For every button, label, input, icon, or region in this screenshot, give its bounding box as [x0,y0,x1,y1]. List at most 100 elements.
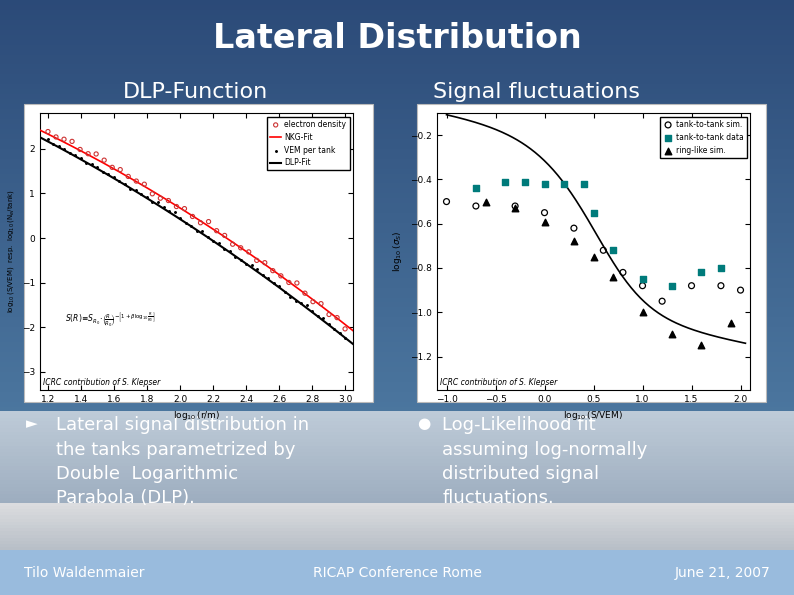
Bar [0,139,794,144]
Bar [0,521,794,525]
Bar [0,168,794,174]
ring-like sim. [724,318,737,328]
DLP-Fit [299,302,309,309]
electron density [90,149,102,159]
electron density [106,162,118,172]
VEM per tank [129,185,142,195]
Bar [0,298,794,302]
electron density [130,176,143,186]
VEM per tank [64,149,76,158]
VEM per tank [300,300,313,309]
VEM per tank [218,245,230,254]
tank-to-tank sim. [568,223,580,233]
electron density [162,196,175,205]
Text: ICRC contribution of S. Klepser: ICRC contribution of S. Klepser [43,378,160,387]
Bar [0,124,794,129]
Bar [0,534,794,538]
VEM per tank [268,278,280,287]
Bar [0,0,794,5]
tank-to-tank data [518,177,531,186]
tank-to-tank sim. [636,281,649,290]
Bar [0,550,794,595]
VEM per tank [339,333,352,343]
Bar [0,233,794,238]
Bar [0,372,794,377]
electron density [170,202,183,211]
Bar [0,421,794,425]
electron density [41,127,54,136]
Bar [0,79,794,84]
electron density [275,271,287,281]
electron density [267,266,279,275]
Text: ICRC contribution of S. Klepser: ICRC contribution of S. Klepser [440,378,557,387]
Text: DLP-Function: DLP-Function [123,82,268,102]
Bar [0,416,794,421]
Bar [0,183,794,189]
Bar [0,533,794,537]
Bar [0,481,794,486]
VEM per tank [295,298,307,308]
Bar [0,362,794,367]
Bar [0,347,794,352]
tank-to-tank data [588,208,600,217]
tank-to-tank sim. [509,201,522,211]
DLP-Fit [222,246,231,253]
VEM per tank [91,162,104,172]
electron density [114,165,126,174]
electron density [138,180,151,189]
electron density [154,193,167,203]
Bar [0,218,794,223]
Bar [0,515,794,519]
Bar [0,178,794,183]
Bar [0,352,794,357]
Bar [0,470,794,474]
Bar [0,537,794,540]
Bar [0,446,794,449]
Text: ●: ● [417,416,430,431]
Y-axis label: $\log_{10}$(S/VEM)  resp.  $\log_{10}$(N$_e$/tank): $\log_{10}$(S/VEM) resp. $\log_{10}$(N$_… [6,189,16,314]
Bar [0,367,794,372]
Text: $S(R)\!\equiv\!S_{R_0}\!\cdot\!\left(\!\frac{R}{R_0}\!\right)^{\!\!-\!\left[1+\b: $S(R)\!\equiv\!S_{R_0}\!\cdot\!\left(\!\… [65,310,156,329]
Bar [0,287,794,293]
Bar [0,94,794,99]
Bar [0,580,794,585]
VEM per tank [124,184,137,193]
DLP-Fit [35,133,44,140]
Bar [0,515,794,519]
Bar [0,503,794,506]
Bar [0,228,794,233]
Bar [417,104,766,402]
Text: ►: ► [26,416,38,431]
tank-to-tank sim. [685,281,698,290]
Bar [0,427,794,431]
Bar [0,243,794,248]
NKG-Fit [319,305,329,312]
Bar [0,342,794,347]
VEM per tank [201,232,214,242]
NKG-Fit [222,234,231,242]
Bar [0,435,794,439]
Bar [0,498,794,502]
VEM per tank [69,151,82,160]
tank-to-tank data [469,183,482,193]
Bar [0,442,794,446]
Bar [0,25,794,30]
VEM per tank [229,253,241,262]
ring-like sim. [607,272,619,281]
Bar [0,509,794,512]
electron density [242,247,255,256]
VEM per tank [185,221,198,230]
Bar [0,273,794,278]
Bar [0,441,794,446]
electron density [291,278,303,288]
electron density [74,145,87,154]
VEM per tank [41,134,54,143]
Text: Log-Likelihood fit
assuming log-normally
distributed signal
fluctuations.: Log-Likelihood fit assuming log-normally… [442,416,648,508]
Bar [0,159,794,164]
Bar [0,109,794,114]
Bar [0,531,794,536]
Bar [0,550,794,555]
Bar [0,149,794,154]
Bar [0,428,794,431]
VEM per tank [52,142,65,151]
